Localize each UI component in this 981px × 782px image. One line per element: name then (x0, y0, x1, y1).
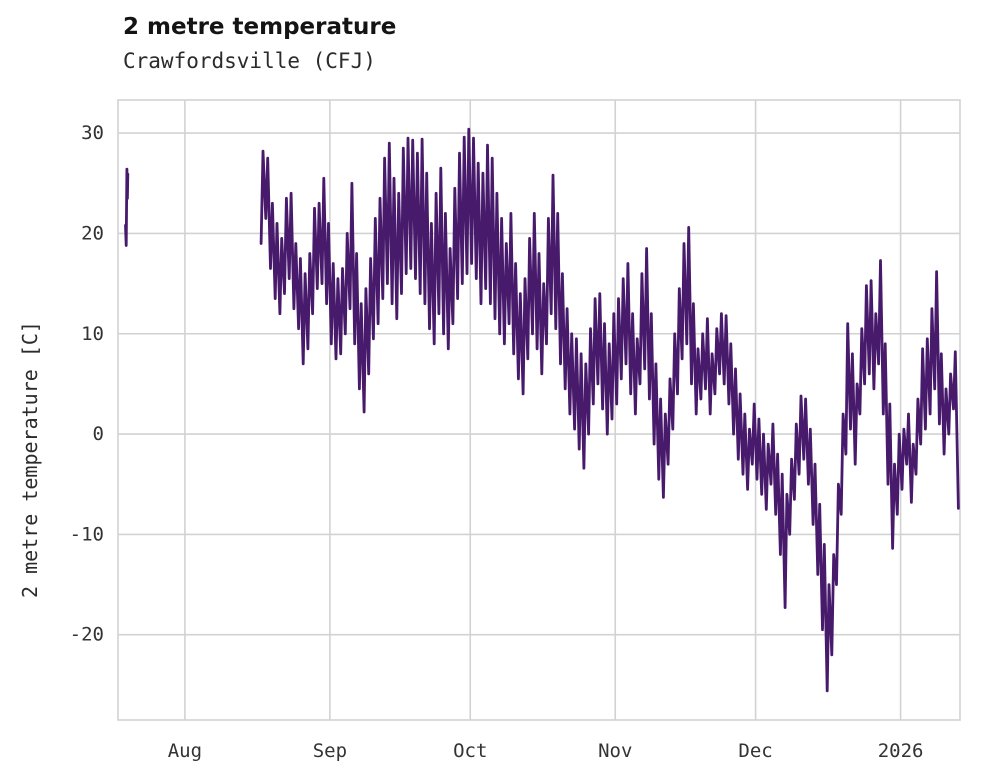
series-line-pre-gap-segment (124, 167, 130, 247)
x-tick-label: Dec (738, 740, 772, 762)
y-tick-label: 10 (81, 323, 104, 345)
x-tick-label: 2026 (878, 740, 924, 762)
x-tick-label: Nov (598, 740, 632, 762)
x-tick-label: Sep (313, 740, 347, 762)
series-line-main-segment (259, 127, 960, 693)
chart-title: 2 metre temperature (123, 14, 397, 40)
y-tick-label: -20 (70, 624, 104, 646)
y-tick-label: 30 (81, 122, 104, 144)
y-tick-label: 0 (93, 423, 104, 445)
chart-subtitle: Crawfordsville (CFJ) (123, 49, 376, 73)
x-tick-label: Aug (168, 740, 202, 762)
x-tick-label: Oct (453, 740, 487, 762)
plot-border (117, 99, 961, 721)
y-tick-label: 20 (81, 222, 104, 244)
y-tick-label: -10 (70, 523, 104, 545)
